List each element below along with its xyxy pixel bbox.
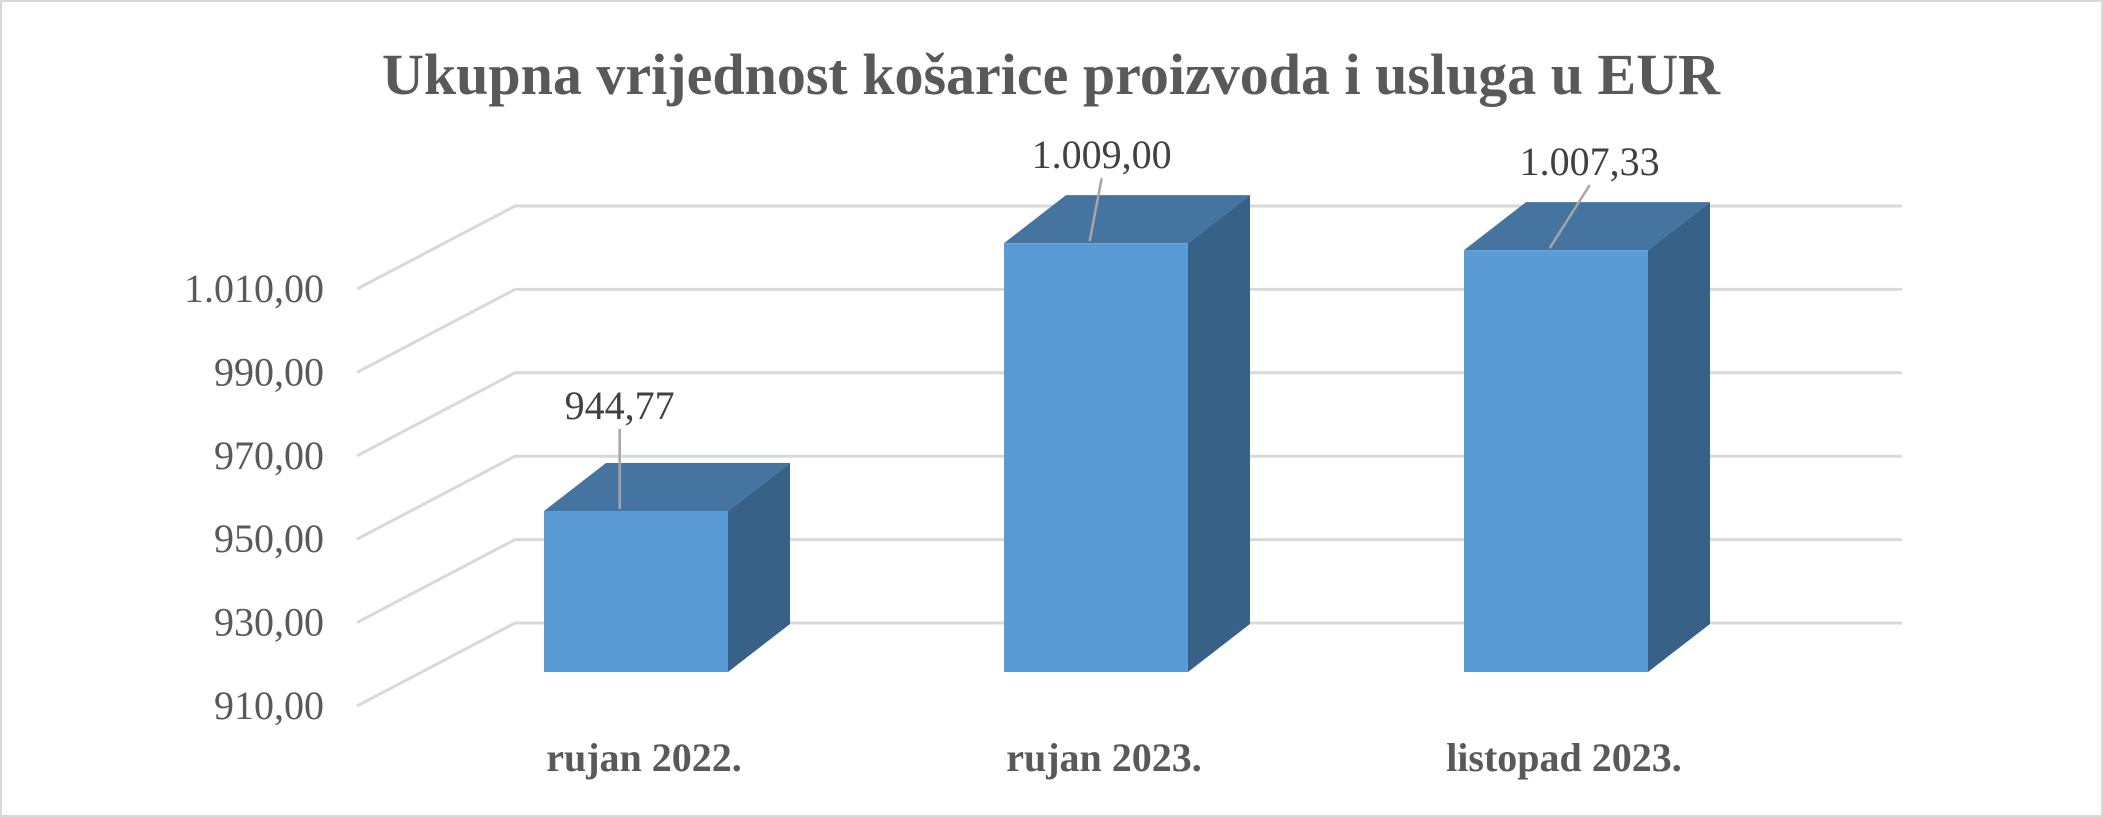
bar-top-face [1004,195,1250,244]
bar-top-face [1464,202,1710,251]
gridlines [356,204,1902,708]
y-tick-label: 990,00 [214,349,324,394]
bars [544,195,1710,673]
y-tick-label: 910,00 [214,683,324,728]
bar [1464,202,1710,672]
gridline [356,287,1902,374]
category-label: rujan 2022. [546,735,742,780]
bar [1004,195,1250,673]
bar-front-face [1464,250,1648,672]
bar-top-face [544,463,790,512]
bar [544,463,790,672]
data-label-leader [1548,184,1591,249]
bar-side-face [728,463,790,672]
gridline [356,538,1902,624]
bar-front-face [544,511,728,672]
gridline [356,454,1902,541]
data-label: 944,77 [565,383,675,428]
bar-side-face [1648,202,1710,672]
chart-title: Ukupna vrijednost košarice proizvoda i u… [382,42,1721,107]
y-tick-label: 950,00 [214,516,324,561]
gridline [356,621,1902,708]
y-tick-label: 930,00 [214,600,324,645]
category-label: listopad 2023. [1446,735,1682,780]
category-label: rujan 2023. [1006,735,1202,780]
y-tick-label: 970,00 [214,433,324,478]
data-labels: 944,77 1.009,00 1.007,33 [565,132,1660,510]
gridline [356,371,1902,458]
bar-side-face [1188,195,1250,673]
data-label-leader [1088,177,1103,242]
y-axis-tick-labels: 910,00 930,00 950,00 970,00 990,00 1.010,00 [184,266,324,728]
data-label: 1.007,33 [1520,139,1660,184]
y-tick-label: 1.010,00 [184,266,324,311]
gridline [356,204,1902,291]
x-axis-category-labels: rujan 2022. rujan 2023. listopad 2023. [546,735,1682,780]
data-label: 1.009,00 [1032,132,1172,177]
bar-front-face [1004,243,1188,673]
